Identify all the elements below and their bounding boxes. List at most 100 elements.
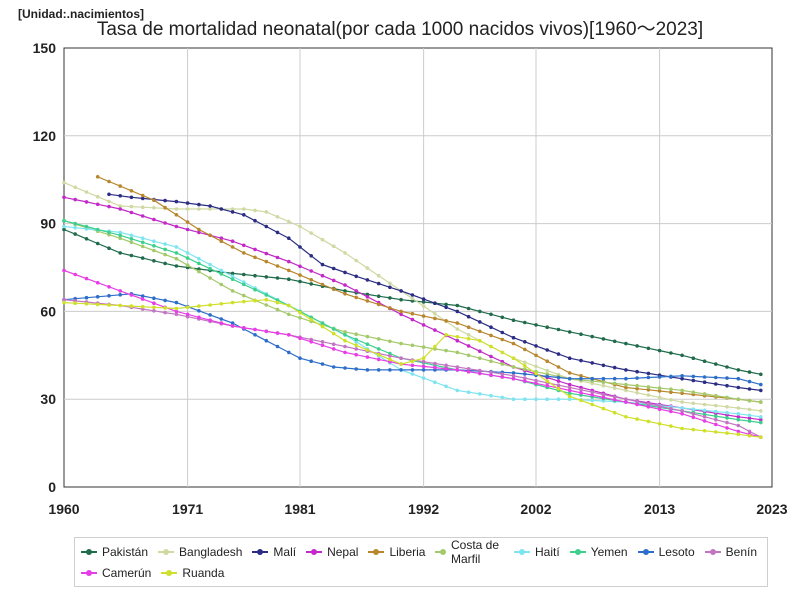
- data-point: [163, 310, 167, 315]
- data-point: [680, 400, 684, 404]
- data-point: [691, 378, 696, 383]
- data-point: [388, 354, 392, 358]
- data-point: [320, 324, 325, 329]
- data-point: [219, 302, 224, 306]
- data-point: [523, 376, 527, 380]
- legend-swatch: [81, 549, 97, 555]
- data-point: [635, 376, 639, 380]
- data-point: [298, 356, 302, 361]
- data-point: [129, 210, 134, 215]
- data-point: [118, 184, 122, 188]
- x-tick-label: 2023: [756, 501, 787, 517]
- data-point: [714, 430, 718, 434]
- data-point: [129, 204, 134, 209]
- data-point: [725, 420, 729, 425]
- data-point: [567, 356, 572, 361]
- data-point: [455, 327, 460, 331]
- data-point: [455, 303, 460, 308]
- data-point: [714, 414, 718, 419]
- data-point: [635, 386, 639, 391]
- data-point: [612, 339, 617, 344]
- data-point: [107, 230, 111, 235]
- data-point: [320, 237, 325, 242]
- data-point: [62, 180, 66, 185]
- data-point: [646, 346, 651, 351]
- data-point: [185, 201, 190, 205]
- data-point: [264, 338, 269, 343]
- data-point: [534, 323, 538, 327]
- data-point: [612, 395, 617, 399]
- data-point: [242, 213, 246, 217]
- data-point: [219, 239, 224, 243]
- data-point: [466, 367, 471, 371]
- data-point: [298, 336, 302, 341]
- data-point: [410, 296, 415, 301]
- data-point: [107, 303, 111, 307]
- data-point: [152, 239, 156, 243]
- data-point: [669, 409, 673, 414]
- data-point: [511, 341, 516, 346]
- data-point: [556, 397, 561, 402]
- data-point: [680, 376, 684, 381]
- data-point: [444, 384, 448, 389]
- data-point: [174, 300, 179, 305]
- data-point: [107, 204, 111, 209]
- data-point: [354, 343, 359, 348]
- data-point: [725, 410, 729, 415]
- data-point: [545, 325, 549, 330]
- y-tick-label: 150: [33, 40, 57, 56]
- data-point: [365, 266, 370, 270]
- data-point: [624, 382, 628, 387]
- data-point: [691, 401, 696, 406]
- data-point: [702, 419, 707, 423]
- data-point: [253, 273, 257, 278]
- data-point: [320, 343, 325, 348]
- data-point: [275, 300, 280, 305]
- data-point: [140, 196, 145, 201]
- data-point: [163, 205, 167, 210]
- data-point: [489, 325, 493, 330]
- data-point: [702, 415, 707, 419]
- data-point: [714, 403, 718, 408]
- data-point: [714, 393, 718, 398]
- legend-label: Benín: [725, 545, 757, 559]
- x-tick-label: 1960: [48, 501, 79, 517]
- data-point: [343, 350, 347, 355]
- data-point: [287, 333, 291, 337]
- data-point: [399, 312, 403, 317]
- data-point: [680, 391, 684, 396]
- data-point: [376, 357, 381, 362]
- data-point: [725, 405, 729, 409]
- data-point: [523, 347, 527, 352]
- data-point: [567, 371, 572, 375]
- data-point: [73, 185, 77, 190]
- data-point: [624, 368, 628, 372]
- series-line: [63, 220, 761, 424]
- data-point: [759, 400, 763, 404]
- data-point: [702, 392, 707, 396]
- data-point: [264, 329, 269, 334]
- data-point: [95, 302, 100, 307]
- data-point: [680, 406, 684, 410]
- data-point: [118, 230, 122, 235]
- data-point: [657, 348, 662, 353]
- data-point: [376, 281, 381, 286]
- data-point: [421, 323, 426, 327]
- data-point: [219, 321, 224, 325]
- data-point: [736, 417, 741, 422]
- data-point: [567, 330, 572, 334]
- data-point: [95, 295, 100, 299]
- data-point: [523, 397, 527, 402]
- data-point: [478, 349, 482, 354]
- data-point: [376, 337, 381, 341]
- data-point: [376, 294, 381, 299]
- data-point: [421, 345, 426, 349]
- data-point: [129, 253, 134, 258]
- data-point: [140, 240, 145, 245]
- data-point: [410, 311, 415, 316]
- data-point: [62, 195, 66, 200]
- data-point: [163, 252, 167, 257]
- data-point: [478, 329, 482, 334]
- data-point: [500, 375, 505, 379]
